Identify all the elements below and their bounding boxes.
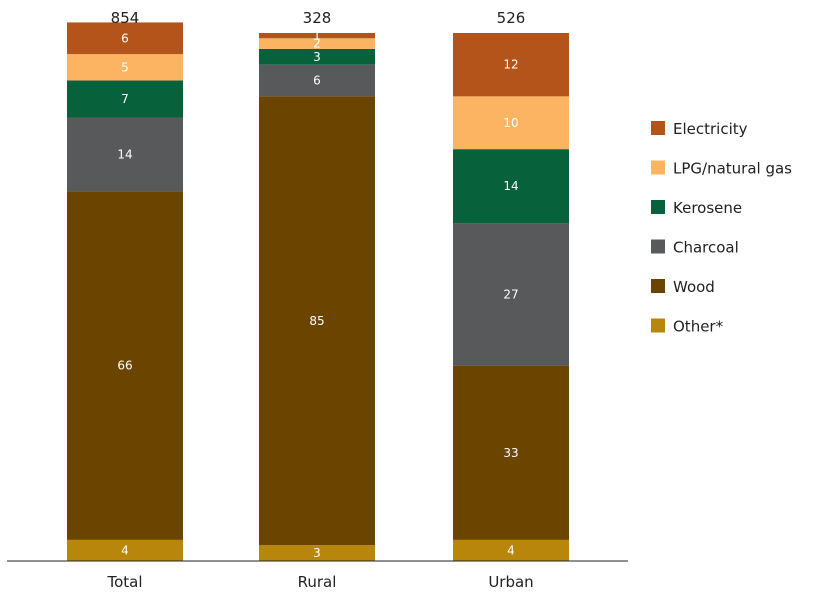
segment-label-urban-wood: 33	[503, 446, 518, 460]
total-label-rural: 328	[303, 9, 332, 27]
total-label-urban: 526	[497, 9, 526, 27]
category-label-rural: Rural	[298, 573, 337, 591]
bar-segment-total-lpg-natural-gas	[67, 54, 183, 81]
segment-label-total-wood: 66	[117, 359, 132, 373]
category-label-urban: Urban	[488, 573, 533, 591]
bar-segment-rural-electricity	[259, 33, 375, 39]
segment-label-rural-kerosene: 3	[313, 50, 321, 64]
category-label-total: Total	[106, 573, 142, 591]
legend-label-other: Other*	[673, 318, 724, 336]
bar-segment-rural-lpg-natural-gas	[259, 38, 375, 49]
bar-segment-urban-electricity	[453, 33, 569, 97]
bar-total-labels: 854 328 526	[111, 9, 526, 27]
bar-segment-total-kerosene	[67, 80, 183, 118]
segment-label-urban-other: 4	[507, 543, 515, 557]
legend-swatch-charcoal	[651, 239, 665, 254]
segment-label-rural-wood: 85	[309, 314, 324, 328]
bar-segment-urban-kerosene	[453, 149, 569, 224]
bar-segment-total-wood	[67, 191, 183, 540]
legend-label-kerosene: Kerosene	[673, 199, 742, 217]
legend-label-charcoal: Charcoal	[673, 239, 739, 257]
bar-segment-urban-wood	[453, 365, 569, 540]
bar-segment-urban-charcoal	[453, 223, 569, 366]
segment-label-urban-charcoal: 27	[503, 287, 518, 301]
total-label-total: 854	[111, 9, 140, 27]
legend-swatch-kerosene	[651, 200, 665, 214]
bar-segment-total-other	[67, 539, 183, 561]
legend-swatch-lpg-natural-gas	[651, 160, 665, 175]
bar-segment-rural-kerosene	[259, 48, 375, 65]
segment-label-total-lpg-natural-gas: 5	[121, 60, 129, 74]
segment-label-total-charcoal: 14	[117, 147, 132, 161]
legend-label-wood: Wood	[673, 278, 715, 296]
legend: Electricity LPG/natural gas Kerosene Charco…	[651, 120, 792, 336]
bar-segment-urban-other	[453, 539, 569, 561]
bar-segment-total-electricity	[67, 22, 183, 55]
segment-label-urban-kerosene: 14	[503, 179, 518, 193]
bar-segments	[67, 22, 569, 561]
segment-label-total-kerosene: 7	[121, 92, 129, 106]
segment-label-rural-other: 3	[313, 546, 321, 560]
legend-swatch-electricity	[651, 121, 665, 135]
bar-segment-total-charcoal	[67, 117, 183, 192]
segment-label-urban-lpg-natural-gas: 10	[503, 116, 518, 130]
segment-label-rural-electricity: 1	[313, 29, 321, 43]
segment-label-total-electricity: 6	[121, 31, 129, 45]
segment-label-rural-charcoal: 6	[313, 74, 321, 88]
legend-label-electricity: Electricity	[673, 120, 748, 138]
segment-label-rural-lpg-natural-gas: 2	[313, 37, 321, 51]
segment-label-total-other: 4	[121, 543, 129, 557]
segment-label-urban-electricity: 12	[503, 58, 518, 72]
bar-segment-rural-charcoal	[259, 64, 375, 97]
bar-segment-rural-wood	[259, 96, 375, 546]
bar-segment-urban-lpg-natural-gas	[453, 96, 569, 150]
legend-swatch-wood	[651, 279, 665, 293]
legend-label-lpg-natural-gas: LPG/natural gas	[673, 160, 792, 178]
category-labels: Total Rural Urban	[106, 573, 533, 591]
bar-segment-rural-other	[259, 545, 375, 561]
legend-swatch-other	[651, 318, 665, 333]
